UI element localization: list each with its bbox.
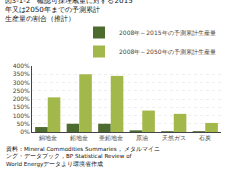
svg-text:鉛地金: 鉛地金	[70, 134, 88, 141]
svg-text:亜鉛地金: 亜鉛地金	[99, 134, 123, 141]
svg-text:0%: 0%	[20, 128, 30, 135]
svg-text:150%: 150%	[13, 103, 30, 110]
svg-text:天然ガス: 天然ガス	[162, 134, 186, 141]
svg-text:400%: 400%	[13, 62, 30, 69]
svg-text:資料：Mineral Commodities Summari: 資料：Mineral Commodities Summaries， メタルマイニ…	[6, 146, 160, 168]
svg-text:300%: 300%	[13, 79, 30, 86]
svg-text:原油: 原油	[136, 134, 148, 141]
svg-text:石炭: 石炭	[199, 134, 211, 141]
svg-text:350%: 350%	[13, 70, 30, 77]
svg-text:250%: 250%	[13, 87, 30, 94]
svg-text:100%: 100%	[13, 112, 30, 119]
svg-text:2008年～2015年の予測累計生産量: 2008年～2015年の予測累計生産量	[119, 29, 216, 36]
svg-text:50%: 50%	[16, 120, 30, 127]
svg-text:銅地金: 銅地金	[39, 134, 57, 141]
svg-text:図3-1-2 確認可採埋蔵量に対する2015年又は2050年: 図3-1-2 確認可採埋蔵量に対する2015年又は2050年までの予測累計生産量…	[5, 0, 133, 23]
svg-text:200%: 200%	[13, 95, 30, 102]
svg-text:2008年～2050年の予測累計生産量: 2008年～2050年の予測累計生産量	[119, 48, 216, 55]
